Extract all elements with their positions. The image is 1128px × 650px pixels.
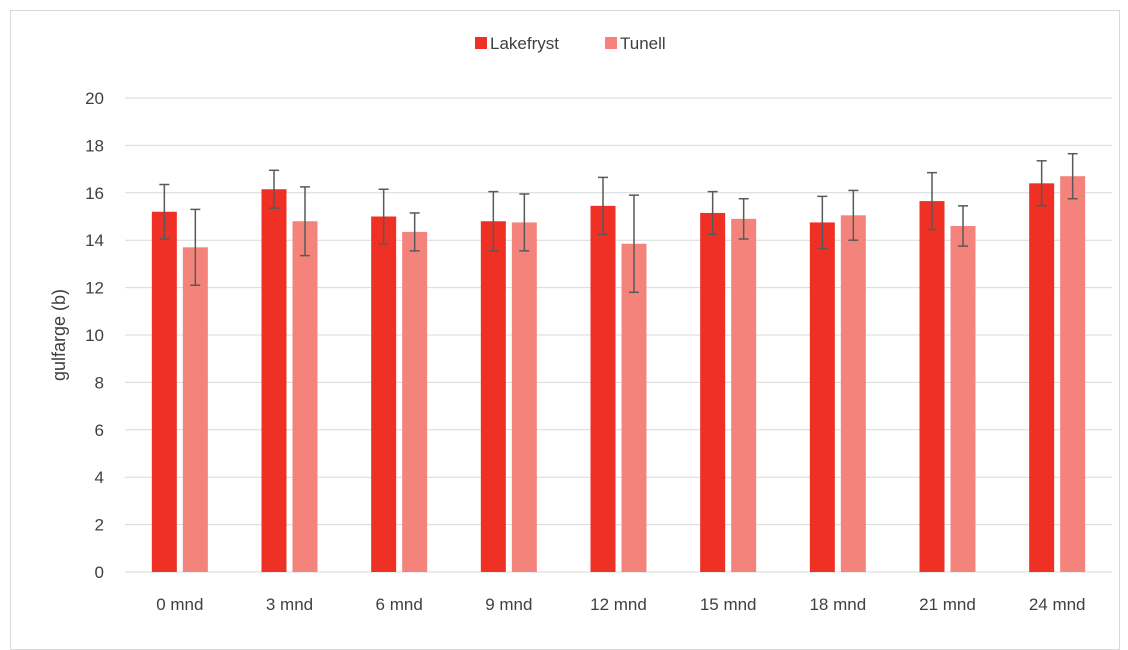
y-tick-label: 6: [95, 421, 104, 440]
y-tick-label: 10: [85, 326, 104, 345]
bar: [292, 221, 318, 573]
bar: [480, 221, 506, 573]
legend-label: Lakefryst: [490, 34, 559, 53]
bar: [1060, 176, 1086, 572]
bar: [261, 189, 287, 572]
bars: [151, 176, 1086, 573]
bar: [511, 222, 537, 573]
bar: [590, 205, 616, 572]
legend-label: Tunell: [620, 34, 666, 53]
y-axis-title: gulfarge (b): [49, 289, 69, 381]
bar-chart: 0 2 4 6 8 10 12 14 16 18 20 0 mnd 3 mnd 6 mnd 9 mnd 12…: [49, 34, 1112, 614]
x-tick-label: 0 mnd: [156, 595, 203, 614]
y-tick-label: 14: [85, 231, 104, 250]
error-bars: [159, 152, 1078, 294]
y-tick-label: 4: [95, 468, 104, 487]
y-tick-label: 2: [95, 516, 104, 535]
x-tick-label: 21 mnd: [919, 595, 976, 614]
bar: [700, 212, 726, 572]
bar: [919, 201, 945, 572]
x-tick-label: 6 mnd: [376, 595, 423, 614]
y-tick-label: 16: [85, 184, 104, 203]
bar: [840, 215, 866, 572]
y-tick-label: 0: [95, 563, 104, 582]
x-tick-label: 15 mnd: [700, 595, 757, 614]
x-tick-label: 24 mnd: [1029, 595, 1086, 614]
legend: Lakefryst Tunell: [475, 34, 666, 53]
x-tick-label: 3 mnd: [266, 595, 313, 614]
bar: [731, 218, 757, 572]
x-axis-ticks: 0 mnd 3 mnd 6 mnd 9 mnd 12 mnd 15 mnd 18 mnd 21…: [156, 595, 1085, 614]
bar: [950, 225, 976, 573]
x-tick-label: 9 mnd: [485, 595, 532, 614]
x-tick-label: 18 mnd: [809, 595, 866, 614]
gridlines: [125, 97, 1112, 573]
y-tick-label: 12: [85, 279, 104, 298]
bar: [402, 231, 428, 572]
y-tick-label: 20: [85, 89, 104, 108]
bar: [182, 247, 208, 572]
y-tick-label: 18: [85, 136, 104, 155]
bar: [621, 243, 647, 572]
bar: [151, 211, 177, 572]
bar: [1029, 183, 1055, 572]
legend-swatch: [605, 37, 617, 49]
legend-swatch: [475, 37, 487, 49]
y-tick-label: 8: [95, 373, 104, 392]
bar: [809, 222, 835, 573]
y-axis-ticks: 0 2 4 6 8 10 12 14 16 18 20: [85, 89, 104, 582]
x-tick-label: 12 mnd: [590, 595, 647, 614]
bar: [371, 216, 397, 572]
